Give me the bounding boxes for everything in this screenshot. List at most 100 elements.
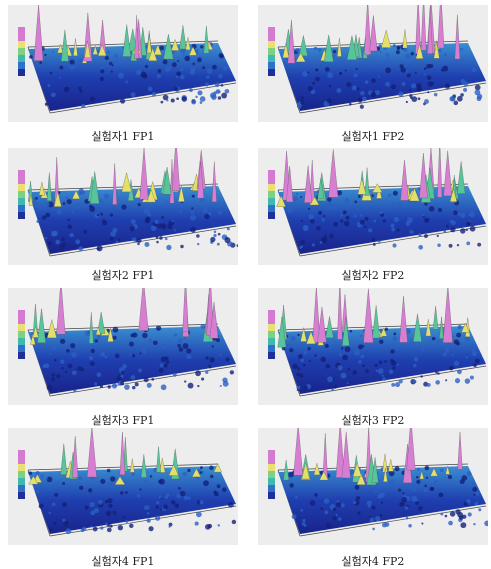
- surface-texture: [465, 378, 470, 383]
- surface-texture: [418, 97, 421, 100]
- surface-texture: [345, 346, 351, 352]
- surface-texture: [472, 487, 477, 492]
- surface-texture: [385, 327, 388, 330]
- surface-texture: [45, 237, 47, 239]
- surface-texture: [109, 62, 112, 65]
- colorbar-cell: [268, 41, 275, 48]
- surface-texture: [45, 213, 50, 218]
- surface-texture: [140, 352, 142, 354]
- colorbar-cell: [268, 478, 275, 485]
- surface-texture: [424, 234, 428, 238]
- surface-texture: [33, 202, 38, 207]
- surface-texture: [166, 201, 168, 203]
- surface-texture: [341, 503, 345, 507]
- surface-texture: [196, 511, 202, 517]
- surface-texture: [196, 234, 200, 238]
- surface-texture: [138, 368, 142, 372]
- surface-texture: [85, 506, 89, 510]
- spike: [443, 288, 453, 343]
- surface-texture: [216, 338, 220, 342]
- surface-texture: [132, 386, 135, 389]
- surface-texture: [402, 82, 406, 86]
- surface-texture: [156, 236, 159, 239]
- surface-texture: [59, 77, 61, 79]
- surface-texture: [213, 490, 216, 493]
- spike: [39, 182, 45, 195]
- surface-texture: [349, 481, 351, 483]
- surface-texture: [232, 520, 236, 524]
- surface-texture: [411, 83, 416, 88]
- surface-texture: [220, 385, 222, 387]
- surface-texture: [413, 380, 417, 384]
- surface-texture: [171, 220, 173, 222]
- surface-texture: [389, 369, 393, 373]
- surface-texture: [434, 93, 438, 97]
- surface-texture: [337, 365, 342, 370]
- spike: [73, 38, 77, 55]
- surface-texture: [331, 388, 334, 391]
- surface-texture: [47, 84, 50, 87]
- surface-texture: [107, 528, 112, 533]
- surface-texture: [190, 227, 196, 233]
- colorbar-cell: [268, 184, 275, 191]
- surface-texture: [163, 363, 167, 367]
- surface-texture: [320, 357, 326, 363]
- surface-texture: [201, 377, 204, 380]
- surface-texture: [466, 229, 468, 231]
- surface-texture: [431, 82, 434, 85]
- surface-texture: [326, 523, 331, 528]
- colorbar-cell: [18, 55, 25, 62]
- surface-texture: [360, 214, 363, 217]
- figure-page: 실험자1 FP1실험자1 FP2실험자2 FP1실험자2 FP2실험자3 FP1…: [0, 0, 491, 569]
- surface-texture: [302, 519, 305, 522]
- surface-texture: [177, 344, 181, 348]
- surface-texture: [312, 243, 315, 246]
- surface-texture: [374, 364, 377, 367]
- surface-texture: [424, 73, 426, 75]
- surface-texture: [391, 383, 395, 387]
- surface-texture: [390, 344, 395, 349]
- surface-texture: [67, 199, 72, 204]
- surface-texture: [397, 45, 401, 49]
- surface-texture: [61, 238, 65, 242]
- surface-texture: [46, 202, 50, 206]
- surface-texture: [287, 208, 292, 213]
- surface-texture: [73, 389, 76, 392]
- surface-texture: [385, 82, 390, 87]
- colorbar-cell: [18, 492, 25, 499]
- surface-texture: [421, 522, 423, 524]
- colorbar-cell: [268, 34, 275, 41]
- surface-plot: [258, 148, 488, 265]
- surface-texture: [454, 339, 459, 344]
- spike: [299, 35, 308, 55]
- surface-plot-graphic: [258, 428, 488, 545]
- surface-texture: [314, 354, 316, 356]
- surface-texture: [180, 68, 183, 71]
- surface-texture: [292, 364, 297, 369]
- surface-texture: [360, 105, 364, 109]
- surface-texture: [473, 363, 477, 367]
- surface-texture: [357, 511, 360, 514]
- surface-texture: [212, 65, 217, 70]
- colorbar-cell: [18, 48, 25, 55]
- surface-texture: [392, 366, 395, 369]
- surface-texture: [362, 345, 365, 348]
- surface-texture: [442, 66, 448, 72]
- surface-texture: [323, 215, 325, 217]
- surface-texture: [105, 522, 108, 525]
- surface-texture: [222, 487, 227, 492]
- surface-texture: [350, 330, 353, 333]
- surface-texture: [437, 339, 441, 343]
- surface-texture: [425, 466, 430, 471]
- surface-texture: [130, 226, 135, 231]
- surface-texture: [400, 64, 404, 68]
- surface-plot-graphic: [8, 148, 238, 265]
- surface-texture: [352, 370, 357, 375]
- surface-texture: [210, 475, 213, 478]
- surface-texture: [148, 339, 152, 343]
- surface-texture: [56, 374, 60, 378]
- surface-texture: [197, 243, 199, 245]
- surface-texture: [477, 243, 481, 247]
- surface-texture: [60, 339, 65, 344]
- surface-texture: [108, 385, 111, 388]
